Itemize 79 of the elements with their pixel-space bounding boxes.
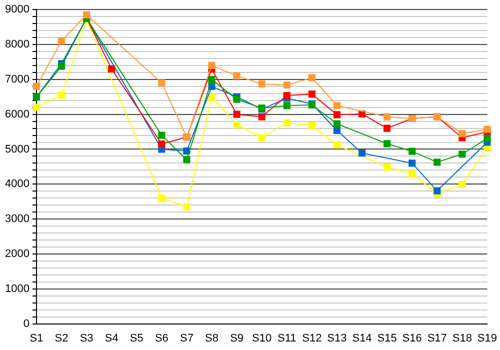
point (158, 194, 166, 202)
point (484, 126, 491, 133)
point (408, 160, 416, 167)
y-tick-label: 5000 (4, 143, 30, 156)
point (58, 37, 66, 45)
point (283, 102, 290, 110)
point (32, 82, 40, 90)
x-tick-label: S17 (427, 332, 447, 344)
point (258, 113, 266, 120)
point (384, 113, 391, 120)
point (458, 150, 466, 158)
x-tick-label: S4 (104, 332, 118, 344)
point (258, 134, 266, 142)
point (208, 76, 216, 83)
x-tick-label: S15 (377, 332, 397, 344)
x-tick-label: S11 (278, 332, 296, 344)
y-tick-label: 8000 (4, 38, 30, 51)
x-tick-label: S2 (54, 332, 68, 344)
point (283, 119, 290, 126)
point (83, 11, 90, 18)
point (484, 134, 491, 142)
point (308, 74, 316, 82)
y-tick-label: 4000 (4, 178, 30, 190)
point (158, 132, 166, 139)
x-tick-label: S14 (352, 332, 372, 344)
x-tick-label: S3 (80, 332, 94, 344)
point (434, 158, 441, 166)
point (333, 126, 340, 134)
point (458, 180, 466, 188)
point (283, 92, 290, 100)
point (32, 104, 40, 111)
x-tick-label: S12 (302, 332, 322, 344)
point (333, 102, 340, 110)
point (208, 62, 216, 69)
y-tick-label: 0 (23, 318, 30, 330)
y-tick-label: 9000 (4, 4, 30, 16)
point (283, 81, 290, 89)
x-tick-label: S6 (154, 332, 168, 344)
y-tick-label: 1000 (4, 282, 30, 295)
point (233, 121, 240, 128)
point (358, 150, 366, 157)
point (58, 62, 66, 70)
point (108, 65, 116, 72)
x-tick-label: S16 (402, 332, 422, 344)
x-tick-label: S9 (230, 332, 244, 344)
x-tick-label: S5 (130, 332, 144, 344)
point (333, 111, 340, 118)
point (384, 140, 391, 148)
point (333, 142, 340, 149)
x-tick-label: S1 (30, 332, 44, 344)
y-tick-label: 3000 (4, 213, 30, 226)
point (458, 130, 466, 138)
x-tick-label: S19 (477, 332, 498, 344)
x-tick-label: S10 (252, 332, 272, 344)
point (233, 110, 240, 118)
point (208, 93, 216, 100)
y-tick-label: 6000 (4, 108, 30, 120)
x-tick-label: S8 (205, 332, 218, 344)
point (158, 79, 166, 86)
point (408, 148, 416, 155)
point (384, 164, 391, 171)
point (233, 72, 240, 80)
point (258, 80, 266, 88)
point (58, 92, 66, 99)
point (333, 120, 340, 128)
point (158, 140, 166, 148)
y-tick-label: 7000 (4, 73, 30, 86)
y-tick-label: 2000 (4, 248, 30, 260)
x-tick-label: S7 (180, 332, 194, 344)
point (233, 96, 240, 103)
point (384, 124, 391, 132)
point (408, 170, 416, 178)
x-tick-label: S13 (327, 332, 347, 344)
point (308, 122, 316, 130)
point (308, 90, 316, 98)
point (183, 203, 190, 210)
point (183, 156, 190, 164)
point (434, 187, 441, 194)
x-tick-label: S18 (452, 332, 472, 344)
